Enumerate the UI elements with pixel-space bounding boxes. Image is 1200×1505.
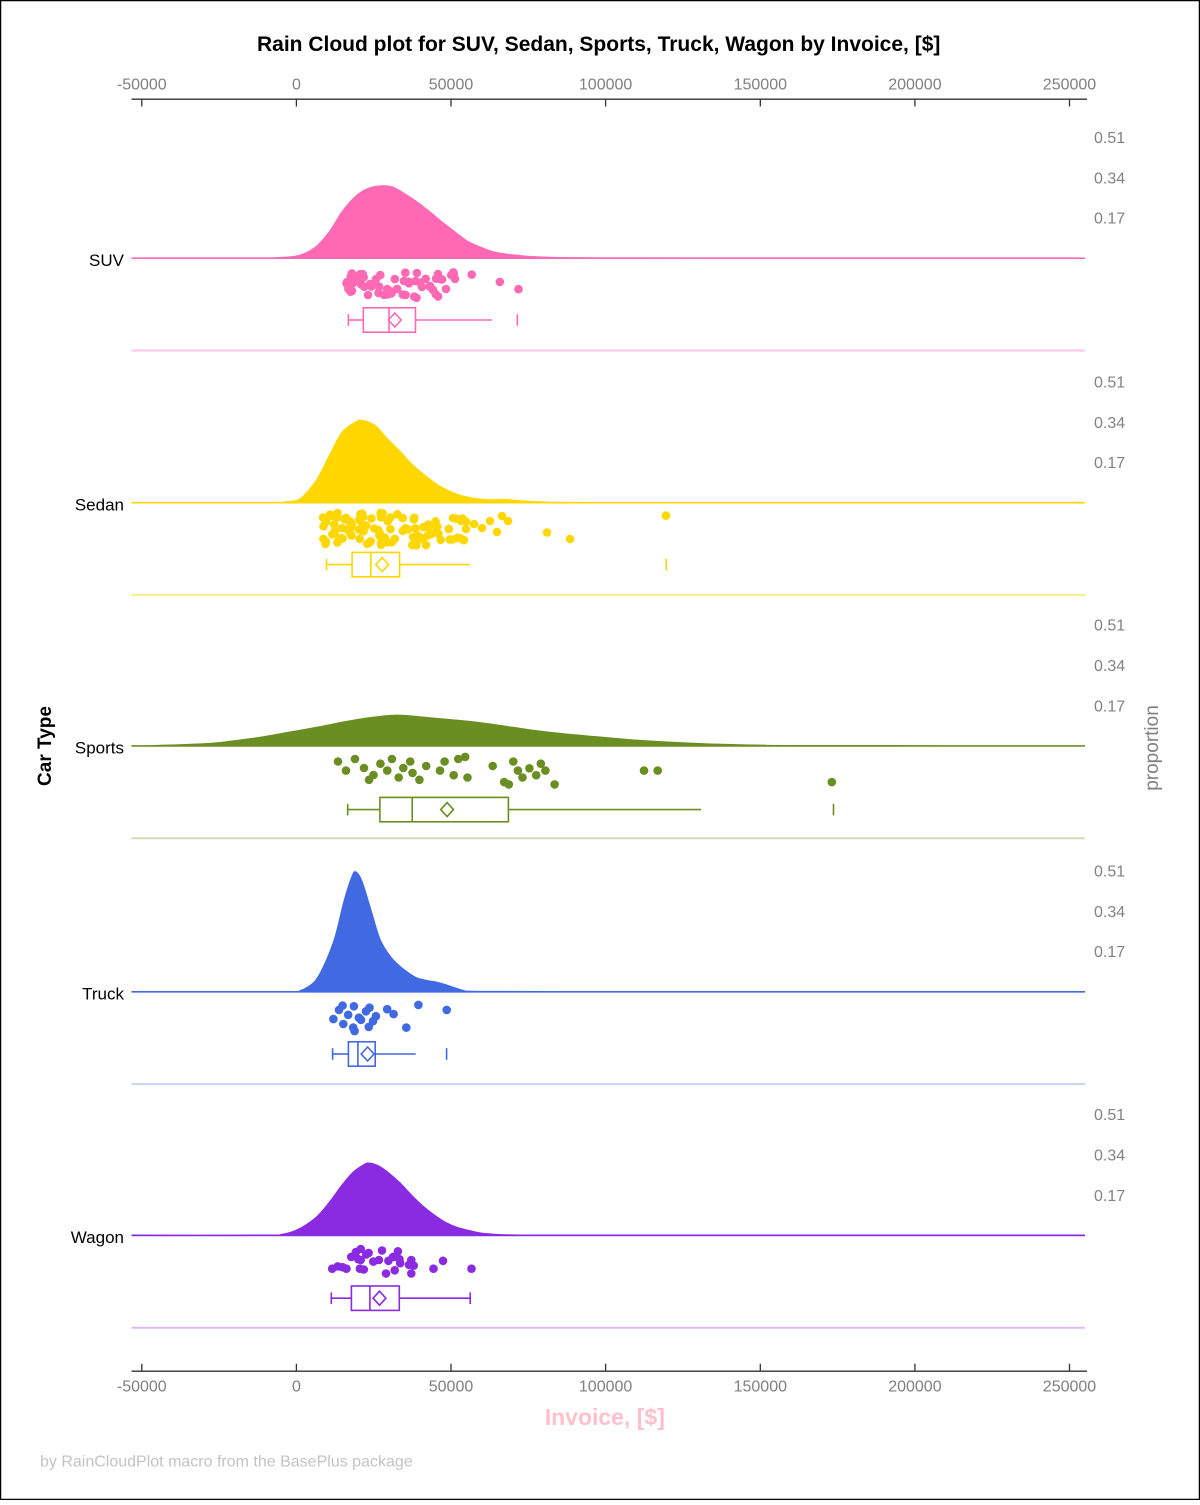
svg-text:Car Type: Car Type	[35, 706, 56, 786]
svg-text:50000: 50000	[429, 77, 474, 94]
svg-text:0.17: 0.17	[1094, 455, 1125, 472]
svg-text:0.34: 0.34	[1094, 904, 1125, 921]
svg-text:250000: 250000	[1043, 77, 1096, 94]
svg-text:0.51: 0.51	[1094, 130, 1125, 147]
svg-text:0.34: 0.34	[1094, 170, 1125, 187]
svg-text:100000: 100000	[579, 77, 632, 94]
svg-text:by RainCloudPlot macro from th: by RainCloudPlot macro from the BasePlus…	[40, 1454, 413, 1471]
svg-text:0.17: 0.17	[1094, 211, 1125, 228]
svg-text:0: 0	[292, 77, 301, 94]
svg-text:0.17: 0.17	[1094, 944, 1125, 961]
svg-text:250000: 250000	[1043, 1379, 1096, 1396]
svg-text:Rain Cloud plot for SUV, Sedan: Rain Cloud plot for SUV, Sedan, Sports, …	[257, 33, 940, 56]
svg-text:Sedan: Sedan	[75, 495, 124, 514]
svg-text:0.51: 0.51	[1094, 863, 1125, 880]
svg-text:200000: 200000	[888, 1379, 941, 1396]
svg-text:Wagon: Wagon	[71, 1228, 124, 1247]
svg-text:-50000: -50000	[117, 1379, 167, 1396]
svg-text:Sports: Sports	[75, 739, 124, 758]
svg-text:0.51: 0.51	[1094, 374, 1125, 391]
svg-text:0.34: 0.34	[1094, 415, 1125, 432]
svg-text:200000: 200000	[888, 77, 941, 94]
svg-text:0.51: 0.51	[1094, 618, 1125, 635]
svg-text:50000: 50000	[429, 1379, 474, 1396]
svg-text:-50000: -50000	[117, 77, 167, 94]
svg-text:150000: 150000	[734, 1379, 787, 1396]
svg-text:0.34: 0.34	[1094, 1148, 1125, 1165]
svg-text:150000: 150000	[734, 77, 787, 94]
svg-text:0.34: 0.34	[1094, 658, 1125, 675]
svg-text:proportion: proportion	[1142, 705, 1163, 791]
svg-text:100000: 100000	[579, 1379, 632, 1396]
svg-text:Invoice, [$]: Invoice, [$]	[545, 1404, 665, 1430]
svg-text:0.17: 0.17	[1094, 1188, 1125, 1205]
svg-text:Truck: Truck	[82, 984, 124, 1003]
svg-text:0.51: 0.51	[1094, 1107, 1125, 1124]
svg-text:0.17: 0.17	[1094, 698, 1125, 715]
svg-text:0: 0	[292, 1379, 301, 1396]
svg-text:SUV: SUV	[89, 251, 125, 270]
